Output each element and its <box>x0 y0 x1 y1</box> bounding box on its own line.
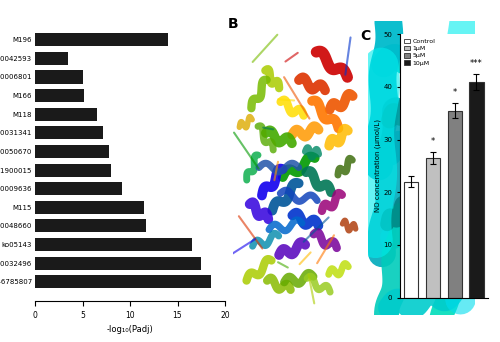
Bar <box>470 82 484 298</box>
Bar <box>35 89 84 102</box>
Bar <box>404 182 418 298</box>
Y-axis label: NO concentration (μmol/L): NO concentration (μmol/L) <box>374 119 380 212</box>
Bar <box>448 110 462 298</box>
Bar <box>35 238 192 251</box>
Bar <box>35 201 144 214</box>
Text: ***: *** <box>470 60 483 68</box>
Text: *: * <box>430 137 435 146</box>
Bar <box>35 108 97 121</box>
Bar <box>35 70 82 83</box>
Bar <box>35 256 201 269</box>
Bar <box>35 145 109 158</box>
Bar <box>35 33 168 46</box>
Bar <box>426 158 440 298</box>
Text: *: * <box>452 88 457 97</box>
Bar <box>35 126 103 139</box>
Text: B: B <box>228 17 238 31</box>
Bar <box>35 163 111 176</box>
Text: C: C <box>360 29 371 43</box>
Bar <box>35 182 122 195</box>
Bar <box>35 52 68 65</box>
Bar <box>35 275 211 288</box>
Legend: Control, 1μM, 5μM, 10μM: Control, 1μM, 5μM, 10μM <box>403 37 436 67</box>
Bar <box>35 219 146 232</box>
X-axis label: -log₁₀(Padj): -log₁₀(Padj) <box>106 325 154 334</box>
